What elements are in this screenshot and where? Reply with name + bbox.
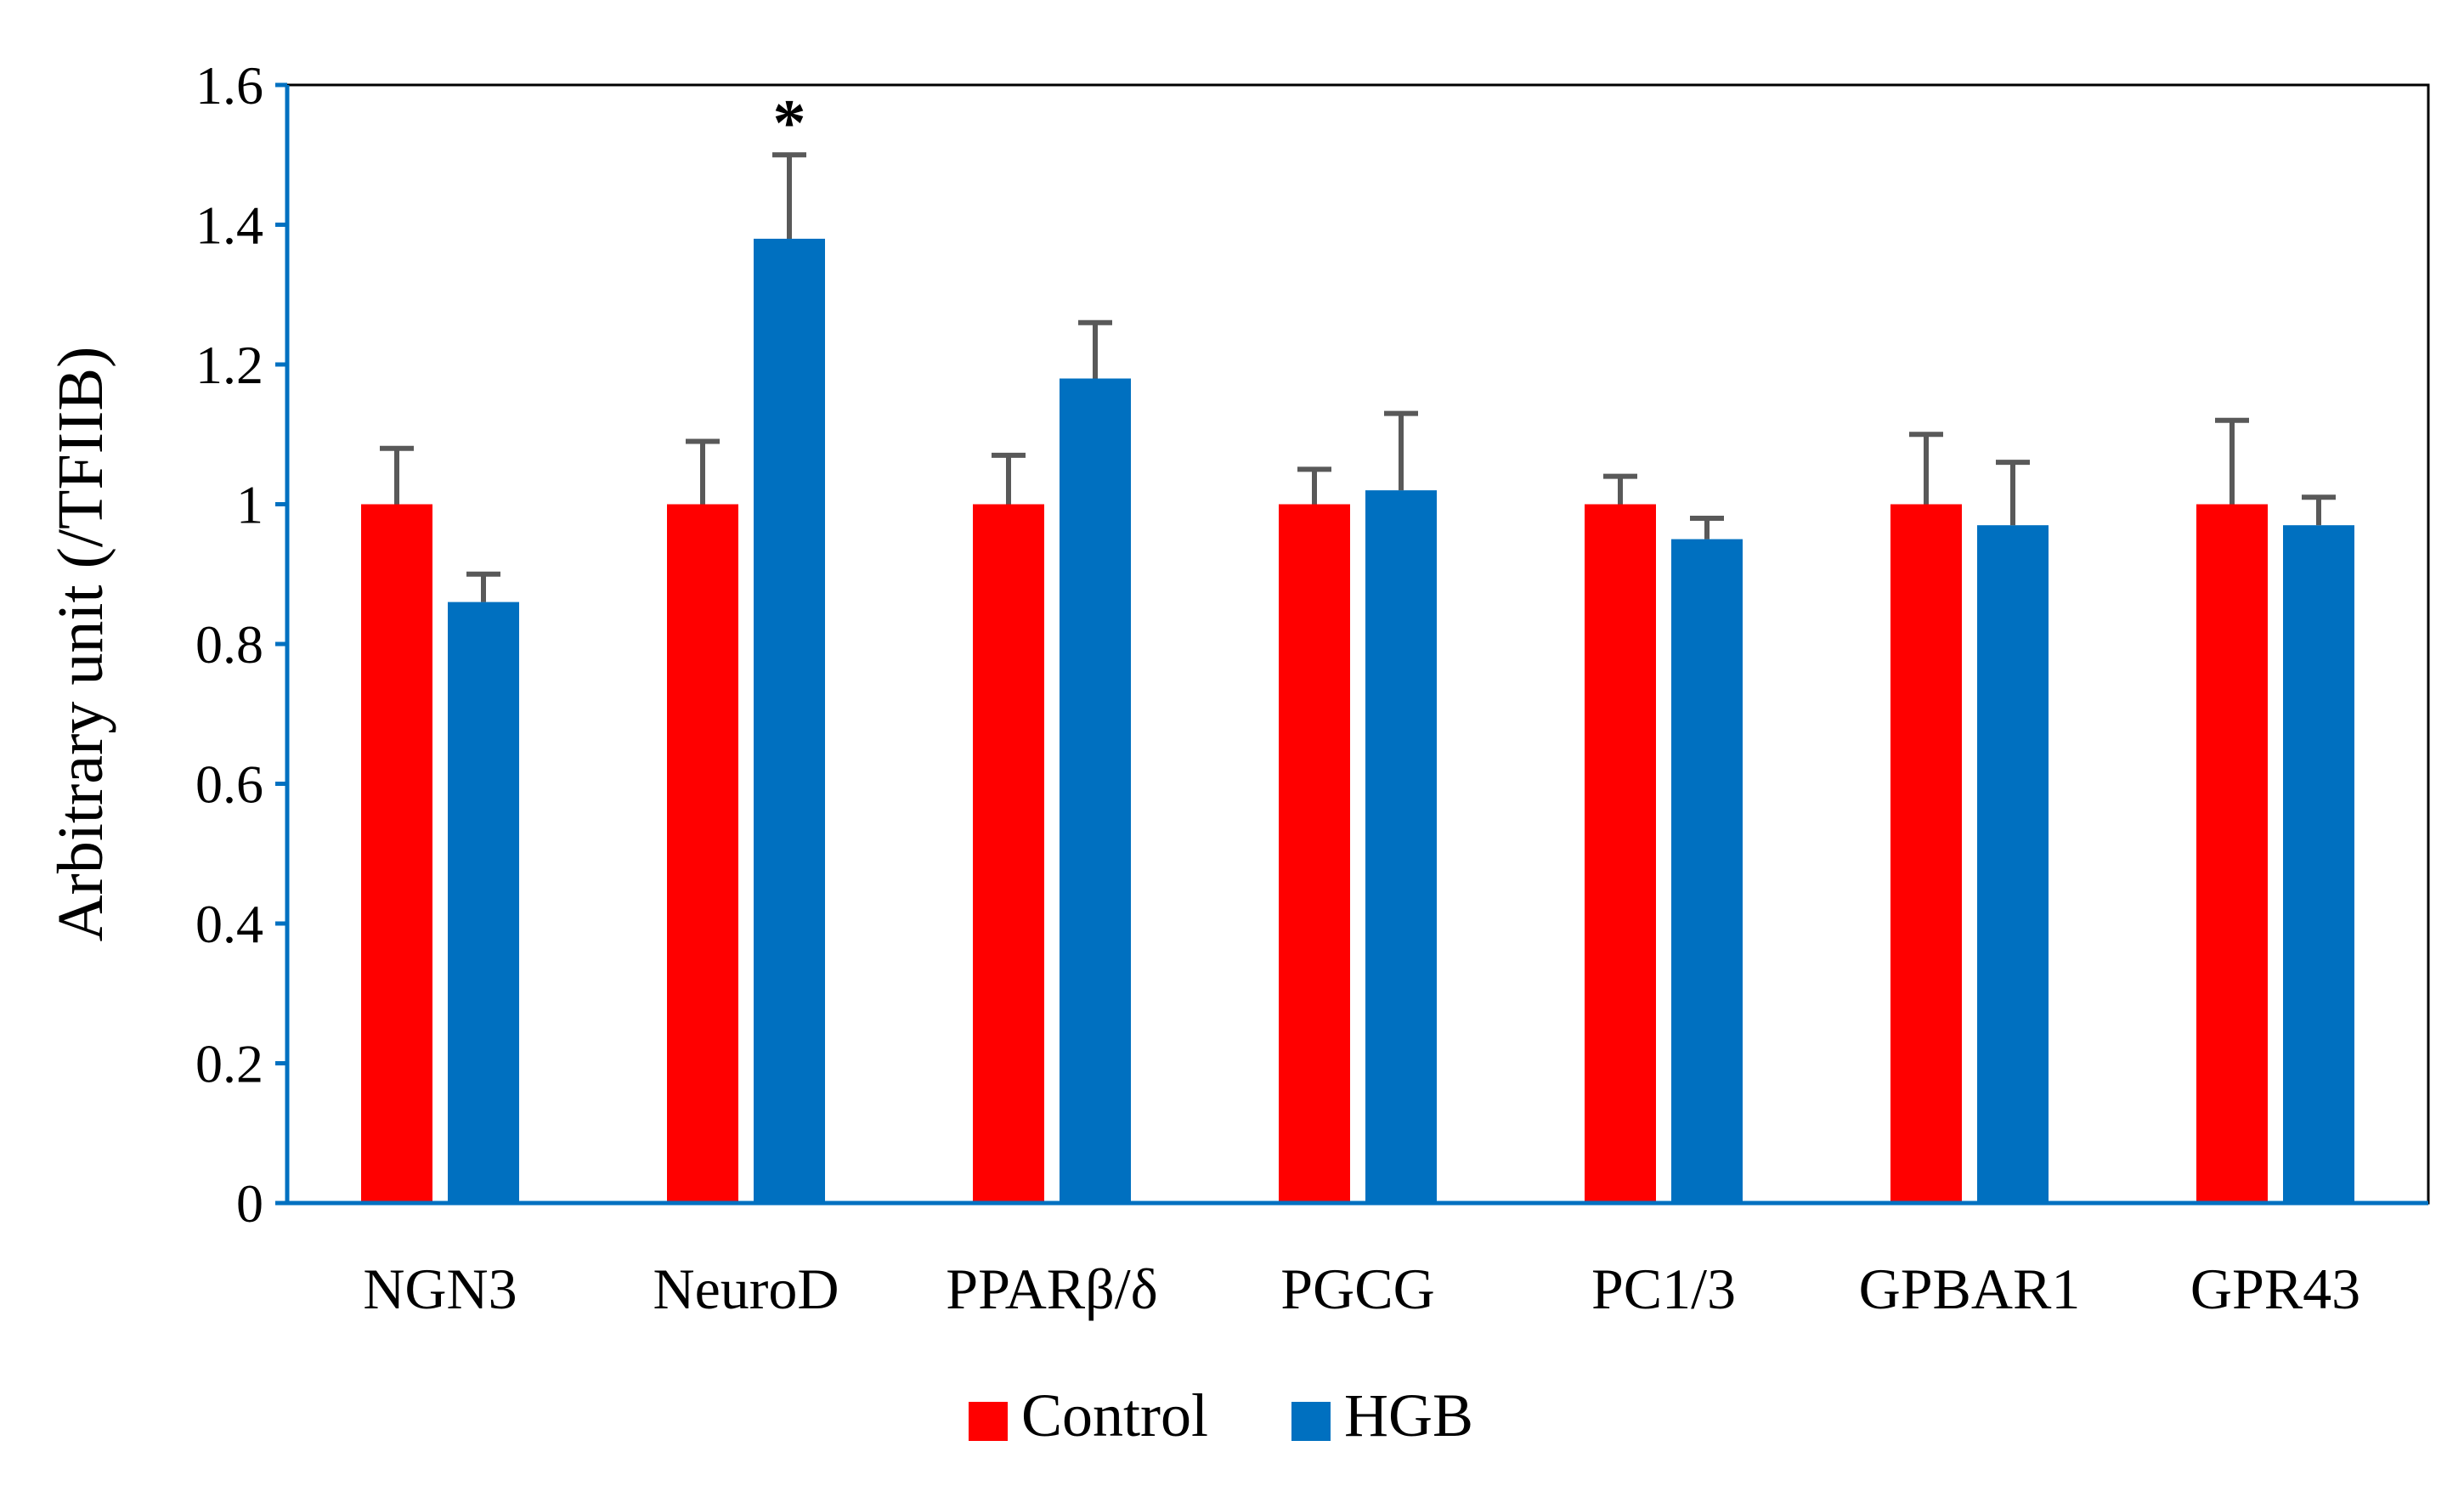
labels-layer: NGN3 NeuroD PPARβ/δ PGCG PC1/3 GPBAR1 GPR43 *	[363, 85, 2360, 1321]
y-tick-label-5: 1	[236, 475, 263, 535]
bar-control-2	[973, 504, 1044, 1203]
category-label-0: NGN3	[363, 1257, 517, 1321]
y-tick-label-6: 1.2	[195, 335, 263, 395]
y-tick-label-1: 0.2	[195, 1034, 263, 1094]
legend-swatch-hgb	[1291, 1402, 1331, 1441]
bar-hgb-6	[2283, 525, 2354, 1203]
y-tick-label-7: 1.4	[195, 195, 263, 256]
category-label-2: PPARβ/δ	[946, 1257, 1157, 1321]
bar-control-1	[667, 504, 738, 1203]
axis-layer: 0 0.2 0.4 0.6 0.8 1 1.2 1.4 1.6	[195, 55, 2428, 1234]
bar-control-5	[1890, 504, 1962, 1203]
bar-hgb-2	[1060, 378, 1131, 1203]
bars-layer	[361, 152, 2354, 1203]
bar-hgb-1	[754, 239, 825, 1203]
legend-label-control: Control	[1021, 1381, 1208, 1449]
category-label-5: GPBAR1	[1859, 1257, 2081, 1321]
bar-control-3	[1279, 504, 1350, 1203]
category-label-3: PGCG	[1280, 1257, 1434, 1321]
bar-control-0	[361, 504, 432, 1203]
category-label-1: NeuroD	[653, 1257, 839, 1321]
y-tick-label-8: 1.6	[195, 55, 263, 116]
bar-control-6	[2196, 504, 2268, 1203]
bar-hgb-4	[1671, 539, 1743, 1203]
bar-control-4	[1585, 504, 1656, 1203]
plot-frame	[285, 83, 2430, 1205]
legend: Control HGB	[969, 1381, 1473, 1449]
y-tick-label-2: 0.4	[195, 894, 263, 954]
y-tick-label-0: 0	[236, 1173, 263, 1234]
bar-hgb-3	[1365, 490, 1437, 1203]
bar-hgb-0	[448, 602, 519, 1203]
bar-hgb-5	[1977, 525, 2049, 1203]
significance-star-0: *	[773, 85, 806, 159]
category-label-6: GPR43	[2190, 1257, 2360, 1321]
y-axis-title: Arbitrary unit (/TFIIB)	[45, 347, 116, 942]
legend-label-hgb: HGB	[1344, 1381, 1473, 1449]
category-label-4: PC1/3	[1591, 1257, 1736, 1321]
y-tick-label-3: 0.6	[195, 754, 263, 815]
legend-swatch-control	[969, 1402, 1008, 1441]
y-tick-label-4: 0.8	[195, 614, 263, 675]
